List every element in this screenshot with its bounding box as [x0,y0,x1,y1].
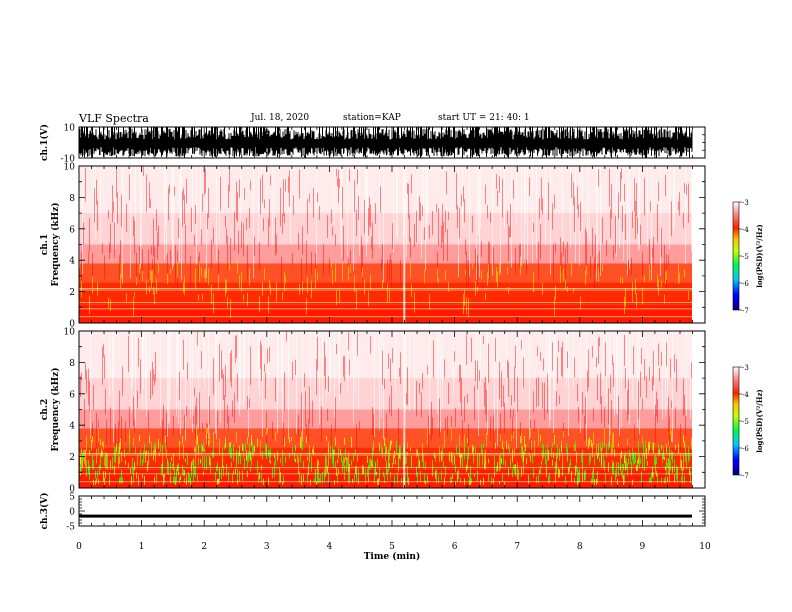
time-xlabel: Time (min) [364,551,421,562]
time-xtick: 4 [327,542,333,552]
ch3-waveform-ylabel: ch.3(V) [39,493,50,530]
start-time-label: start UT = 21: 40: 1 [438,113,530,123]
ch3-waveform-ytick: -5 [66,523,75,533]
time-xtick: 5 [389,542,395,552]
ch1-spectrogram-image [79,166,705,323]
time-xtick: 6 [452,542,458,552]
ch1-spectrogram-ytick: 0 [69,320,75,330]
ch1-waveform-ytick: 10 [64,124,76,134]
time-xtick: 9 [640,542,646,552]
ch1-spectrogram-ylabel: Frequency (kHz) [50,202,61,286]
ch1-spectrogram-ytick: 2 [69,288,75,298]
ch1-colorbar [732,201,740,311]
time-xtick: 3 [264,542,270,552]
station-label: station=KAP [343,113,401,123]
ch2-spectrogram-ytick: 0 [69,485,75,495]
ch2-spectrogram-ytick: 6 [69,390,75,400]
ch2-colorbar-tick: -7 [742,472,749,480]
ch1-colorbar-tick: -4 [742,226,749,234]
ch2-colorbar-tick: -5 [742,418,749,426]
time-xtick: 1 [139,542,145,552]
ch1-waveform-ytick: -10 [61,155,76,165]
ch1-spectrogram-ytick: 10 [64,163,76,173]
ch2-spectrogram-ytick: 4 [69,422,75,432]
ch1-colorbar-tick: -6 [742,280,749,288]
ch1-spectrogram-ylabel: ch.1 [40,234,50,255]
time-xtick: 10 [699,542,711,552]
ch2-spectrogram-ytick: 2 [69,453,75,463]
chart-title: VLF Spectra [79,112,149,125]
ch2-colorbar-tick: -4 [742,391,749,399]
ch2-colorbar [732,366,740,476]
time-xtick: 2 [201,542,207,552]
ch1-waveform-ylabel: ch.1(V) [39,124,50,161]
ch2-colorbar-tick: -3 [742,364,749,372]
time-xtick: 0 [76,542,82,552]
ch3-waveform-ytick: 0 [69,508,75,518]
ch2-spectrogram-image [79,331,705,488]
ch1-colorbar-tick: -7 [742,307,749,315]
ch3-waveform-trace [79,514,692,518]
ch2-spectrogram-ytick: 10 [64,328,76,338]
ch2-colorbar-label: log(PSD)(V²/Hz) [755,389,764,453]
time-xtick: 8 [577,542,583,552]
ch1-spectrogram-ytick: 6 [69,225,75,235]
ch1-waveform-trace [78,127,693,158]
ch1-colorbar-tick: -3 [742,199,749,207]
time-xtick: 7 [514,542,520,552]
ch2-spectrogram-ylabel: Frequency (kHz) [50,367,61,451]
ch2-spectrogram-ylabel: ch.2 [40,399,50,420]
date-label: Jul. 18, 2020 [251,113,310,123]
ch1-spectrogram-ytick: 4 [69,257,75,267]
ch1-colorbar-tick: -5 [742,253,749,261]
ch1-colorbar-label: log(PSD)(V²/Hz) [755,224,764,288]
ch3-waveform-ytick: 5 [69,493,75,503]
ch2-spectrogram-ytick: 8 [69,359,75,369]
ch1-spectrogram-ytick: 8 [69,194,75,204]
ch2-colorbar-tick: -6 [742,445,749,453]
